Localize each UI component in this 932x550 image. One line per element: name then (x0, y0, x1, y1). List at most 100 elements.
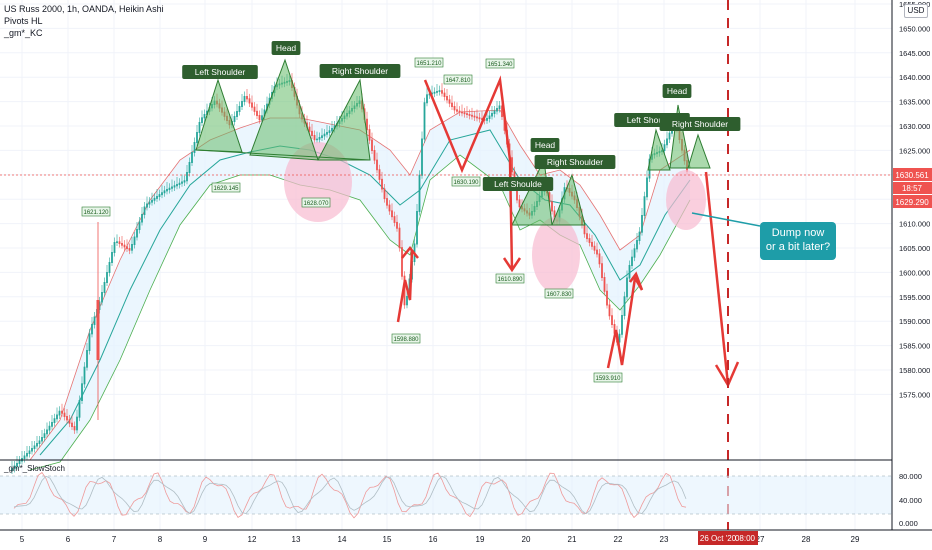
pivot-label-bg (451, 176, 481, 187)
pattern-label-bg (482, 177, 554, 191)
pivot-label-bg (593, 372, 623, 383)
highlight-circle (532, 217, 580, 293)
pattern-label-bg (319, 64, 401, 78)
time-tick: 20 (522, 535, 531, 544)
pivot-label-bg (211, 182, 241, 193)
pivot-label: 1651.340 (487, 62, 513, 68)
keltner-upper (29, 109, 691, 461)
stoch-band (0, 476, 892, 514)
price-tick: 1645.000 (899, 49, 930, 58)
countdown-badge (893, 182, 932, 194)
stoch-k-line (13, 471, 687, 519)
trend-arrows (396, 75, 740, 388)
pivot-label: 1610.890 (497, 277, 523, 283)
pivot-label-bg (391, 333, 421, 344)
pattern-label: Right Shoulder (547, 157, 603, 167)
lower-price-text: 1629.290 (895, 198, 929, 207)
pivot-label: 1593.910 (595, 376, 621, 382)
time-tick: 9 (203, 535, 208, 544)
price-tick: 1575.000 (899, 390, 930, 399)
highlight-circle (284, 142, 352, 222)
time-tick: 28 (802, 535, 811, 544)
pivot-labels: 1621.120 1629.145 1628.070 1598.880 1651.210… (81, 57, 623, 383)
osc-tick: 80.000 (899, 472, 922, 481)
pattern-label-bg (530, 138, 560, 152)
indicator-pivots[interactable]: Pivots HL (4, 16, 43, 26)
pivot-label: 1651.210 (416, 61, 442, 67)
symbol-title[interactable]: US Russ 2000, 1h, OANDA, Heikin Ashi (4, 4, 164, 14)
crosshair-time-badge (698, 531, 758, 545)
pivot-label-bg (495, 273, 525, 284)
price-tick: 1650.000 (899, 24, 930, 33)
pattern-label-bg (659, 117, 741, 131)
pattern-label: Head (276, 43, 297, 53)
oscillator-axis: 80.000 40.000 0.000 (899, 472, 922, 528)
time-tick: 5 (20, 535, 25, 544)
pivot-label-bg (301, 197, 331, 208)
countdown-text: 18:57 (902, 184, 923, 193)
time-axis[interactable]: 5 6 7 8 9 12 13 14 15 16 19 20 21 22 23 27 28 29 (20, 535, 860, 544)
pattern-label: Right Shoulder (332, 66, 388, 76)
highlight-circle (666, 170, 706, 230)
pattern-label-bg (271, 41, 301, 55)
pattern-label-bg (662, 84, 692, 98)
price-tick: 1590.000 (899, 317, 930, 326)
pattern-label: Left Shoulde (494, 179, 542, 189)
crosshair-time-text: 08:00 (735, 534, 756, 543)
neckline (195, 149, 371, 161)
price-tick: 1605.000 (899, 244, 930, 253)
price-tick: 1630.000 (899, 122, 930, 131)
time-tick: 22 (614, 535, 623, 544)
osc-tick: 40.000 (899, 496, 922, 505)
indicator-kc[interactable]: _gm*_KC (4, 28, 43, 38)
time-tick: 15 (383, 535, 392, 544)
callout-bubble: Dump now or a bit later? (760, 222, 836, 260)
pivot-label: 1628.070 (303, 201, 329, 207)
pattern-label: Head (535, 140, 556, 150)
pattern-label: Right Shoulder (672, 119, 728, 129)
time-tick: 8 (158, 535, 163, 544)
time-tick: 19 (476, 535, 485, 544)
chart-legend: US Russ 2000, 1h, OANDA, Heikin Ashi Piv… (4, 3, 164, 39)
pattern-label: Left Shoulder (195, 67, 246, 77)
pivot-label: 1607.830 (546, 292, 572, 298)
pattern-label: Head (667, 86, 688, 96)
time-tick: 27 (756, 535, 765, 544)
time-tick: 14 (338, 535, 347, 544)
time-tick: 23 (660, 535, 669, 544)
lower-price-badge (893, 195, 932, 208)
price-badges: 1630.561 18:57 1629.290 (893, 168, 932, 208)
pattern-label-bg (534, 155, 616, 169)
osc-tick: 0.000 (899, 519, 918, 528)
currency-button[interactable]: USD (904, 4, 928, 18)
pivot-label: 1629.145 (213, 186, 239, 192)
time-tick: 16 (429, 535, 438, 544)
pivot-label-bg (544, 288, 574, 299)
pivot-label-bg (485, 58, 515, 69)
crosshair-date-text: 26 Oct '20 (700, 534, 737, 543)
pivot-label-bg (414, 57, 444, 68)
price-tick: 1640.000 (899, 73, 930, 82)
pivot-label: 1621.120 (83, 210, 109, 216)
last-price-badge (893, 168, 932, 181)
pivot-label-bg (81, 206, 111, 217)
stoch-d-line (13, 475, 687, 515)
pivot-label: 1598.880 (393, 337, 419, 343)
last-price-text: 1630.561 (895, 171, 929, 180)
price-tick: 1635.000 (899, 98, 930, 107)
price-tick: 1585.000 (899, 342, 930, 351)
price-tick: 1600.000 (899, 268, 930, 277)
pivot-label-bg (443, 74, 473, 85)
price-tick: 1625.000 (899, 146, 930, 155)
time-tick: 12 (248, 535, 257, 544)
time-tick: 7 (112, 535, 117, 544)
price-tick: 1580.000 (899, 366, 930, 375)
oscillator-title[interactable]: _gm*_SlowStoch (4, 464, 65, 473)
callout-line-2: or a bit later? (765, 241, 831, 253)
pattern-label: Left Shoulder (627, 115, 678, 125)
price-tick: 1610.000 (899, 220, 930, 229)
time-tick: 13 (292, 535, 301, 544)
callout-pointer (691, 212, 761, 227)
time-tick: 21 (568, 535, 577, 544)
